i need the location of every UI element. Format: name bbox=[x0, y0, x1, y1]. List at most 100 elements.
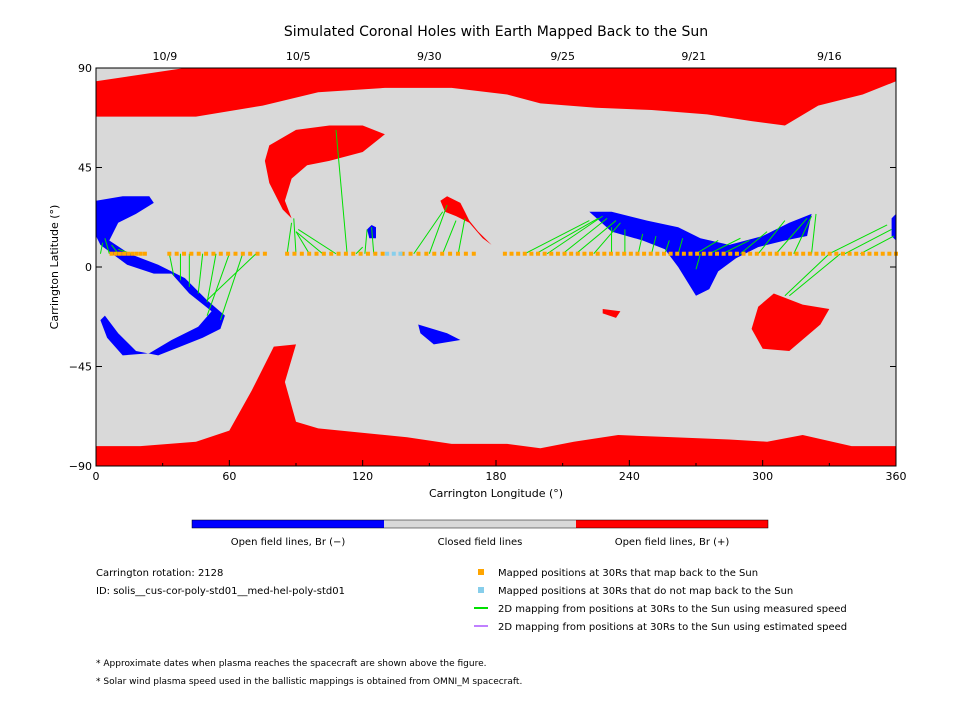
mapped-point-96 bbox=[827, 251, 832, 256]
mapped-point-100 bbox=[854, 251, 859, 256]
model-id: ID: solis__cus-cor-poly-std01__med-hel-p… bbox=[96, 586, 345, 597]
mapped-point-51 bbox=[529, 251, 534, 256]
mapped-point-45 bbox=[463, 251, 468, 256]
legend: Mapped positions at 30Rs that map back t… bbox=[474, 568, 847, 633]
negative-region-2 bbox=[418, 324, 461, 345]
mapped-point-90 bbox=[787, 251, 792, 256]
mapped-point-27 bbox=[314, 251, 319, 256]
mapped-point-103 bbox=[874, 251, 879, 256]
positive-regions bbox=[96, 68, 896, 466]
mapped-point-91 bbox=[794, 251, 799, 256]
mapping-line-49 bbox=[789, 253, 841, 297]
mapped-point-23 bbox=[285, 251, 290, 256]
legend-swatch bbox=[478, 587, 484, 593]
mapping-line-15 bbox=[295, 231, 323, 255]
positive-region-2 bbox=[264, 125, 385, 219]
mapping-line-27 bbox=[546, 215, 603, 255]
mapped-point-32 bbox=[351, 251, 356, 256]
mapped-point-20 bbox=[248, 251, 253, 256]
mapped-point-14 bbox=[204, 251, 209, 256]
mapped-point-5 bbox=[130, 251, 135, 256]
chart-title: Simulated Coronal Holes with Earth Mappe… bbox=[284, 24, 708, 40]
mapped-point-28 bbox=[321, 251, 326, 256]
mapped-point-56 bbox=[562, 251, 567, 256]
mapped-point-76 bbox=[695, 251, 700, 256]
negative-region-4 bbox=[891, 213, 896, 241]
mapped-point-6 bbox=[134, 251, 139, 256]
positive-region-0 bbox=[96, 68, 896, 126]
mapped-point-18 bbox=[233, 251, 238, 256]
mapped-point-25 bbox=[299, 251, 304, 256]
mapping-line-21 bbox=[413, 211, 444, 255]
mapped-point-99 bbox=[847, 251, 852, 256]
mapped-point-78 bbox=[708, 251, 713, 256]
mapped-point-15 bbox=[211, 251, 216, 256]
mapping-line-26 bbox=[535, 217, 599, 255]
mapped-point-26 bbox=[307, 251, 312, 256]
mapping-line-4 bbox=[168, 253, 175, 276]
mapped-point-46 bbox=[471, 251, 476, 256]
y-tick-label: 90 bbox=[78, 62, 92, 75]
mapping-line-35 bbox=[664, 240, 670, 254]
mapping-line-42 bbox=[775, 218, 808, 255]
mapped-point-65 bbox=[622, 251, 627, 256]
mapped-point-92 bbox=[801, 251, 806, 256]
mapping-line-36 bbox=[677, 238, 684, 254]
mapped-point-43 bbox=[448, 251, 453, 256]
mapped-point-79 bbox=[715, 251, 720, 256]
mapped-point-30 bbox=[336, 251, 341, 256]
measured-mapping-lines bbox=[99, 129, 895, 321]
mapped-point-57 bbox=[569, 251, 574, 256]
mapped-point-16 bbox=[218, 251, 223, 256]
mapped-point-86 bbox=[761, 251, 766, 256]
mapped-point-61 bbox=[595, 251, 600, 256]
x-tick-label: 60 bbox=[222, 470, 236, 483]
mapped-point-42 bbox=[440, 251, 445, 256]
unmapped-point-107 bbox=[385, 251, 390, 256]
mapped-point-82 bbox=[734, 251, 739, 256]
mapping-line-28 bbox=[562, 217, 608, 255]
mapped-points bbox=[109, 251, 898, 256]
mapping-line-17 bbox=[335, 129, 348, 254]
positive-region-1 bbox=[96, 344, 896, 466]
mapped-point-52 bbox=[536, 251, 541, 256]
mapping-line-41 bbox=[757, 220, 786, 255]
top-date-axis: 10/9 10/5 9/30 9/25 9/21 9/16 bbox=[153, 50, 842, 74]
mapping-line-46 bbox=[844, 228, 892, 255]
mapped-point-105 bbox=[887, 251, 892, 256]
mapped-point-87 bbox=[768, 251, 773, 256]
mapping-line-23 bbox=[442, 220, 457, 254]
mapping-line-47 bbox=[860, 235, 895, 255]
mapping-line-43 bbox=[793, 215, 813, 254]
mapped-point-12 bbox=[189, 251, 194, 256]
mapped-point-94 bbox=[814, 251, 819, 256]
x-tick-label: 240 bbox=[619, 470, 640, 483]
mapped-point-69 bbox=[648, 251, 653, 256]
mapped-point-41 bbox=[432, 251, 437, 256]
legend-label: 2D mapping from positions at 30Rs to the… bbox=[498, 622, 847, 633]
mapped-point-64 bbox=[615, 251, 620, 256]
date-tick-label: 9/30 bbox=[417, 50, 442, 63]
y-tick-label: −45 bbox=[69, 361, 92, 374]
colorbar-label: Open field lines, Br (−) bbox=[231, 537, 346, 548]
mapped-point-2 bbox=[117, 251, 122, 256]
mapping-line-24 bbox=[457, 218, 466, 254]
legend-swatch bbox=[478, 569, 484, 575]
footnote-2: * Solar wind plasma speed used in the ba… bbox=[96, 677, 522, 687]
mapped-point-77 bbox=[701, 251, 706, 256]
x-tick-label: 0 bbox=[93, 470, 100, 483]
mapped-point-66 bbox=[628, 251, 633, 256]
mapped-point-9 bbox=[167, 251, 172, 256]
mapped-point-89 bbox=[781, 251, 786, 256]
mapped-point-84 bbox=[748, 251, 753, 256]
mapped-point-80 bbox=[721, 251, 726, 256]
mapped-point-54 bbox=[549, 251, 554, 256]
mapped-point-7 bbox=[138, 251, 143, 256]
legend-label: Mapped positions at 30Rs that map back t… bbox=[498, 568, 758, 579]
mapping-line-12 bbox=[286, 222, 293, 254]
colorbar: Open field lines, Br (−) Closed field lin… bbox=[191, 519, 769, 548]
mapping-line-48 bbox=[784, 253, 830, 297]
mapping-line-1 bbox=[104, 238, 110, 254]
mapping-line-7 bbox=[197, 253, 204, 294]
mapped-point-62 bbox=[602, 251, 607, 256]
